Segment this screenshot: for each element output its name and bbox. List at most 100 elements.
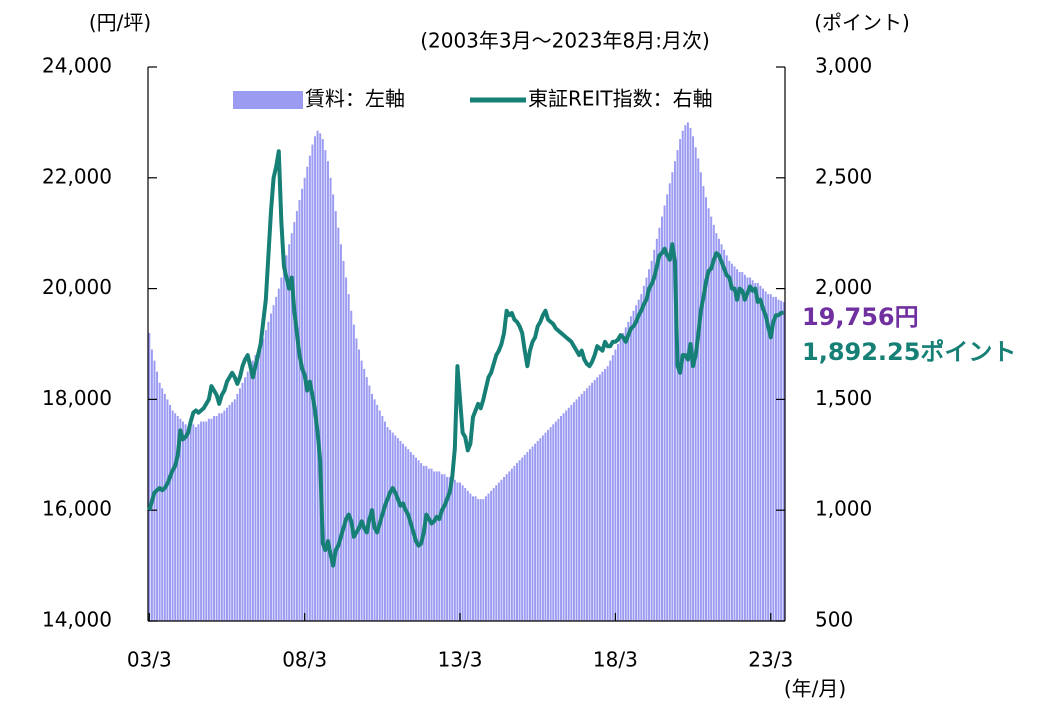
bar (604, 368, 607, 621)
bar (570, 404, 573, 621)
bar (285, 255, 288, 622)
bar (337, 227, 340, 621)
bar (345, 277, 348, 621)
bar (181, 421, 184, 621)
bar (210, 418, 213, 621)
bar (220, 413, 223, 621)
y2-tick-label: 2,000 (815, 275, 872, 299)
bar (316, 130, 319, 621)
bar (176, 416, 179, 621)
y2-axis-label: (ポイント) (814, 11, 910, 35)
chart-subtitle: (2003年3月～2023年8月:月次) (420, 29, 710, 53)
y2-tick-label: 500 (815, 608, 853, 632)
bar (280, 277, 283, 621)
bar (200, 421, 203, 621)
bar (650, 260, 653, 621)
bar (717, 238, 720, 622)
x-tick-label: 18/3 (593, 648, 638, 672)
bar (601, 371, 604, 621)
y-tick-label: 22,000 (42, 164, 112, 188)
bar (163, 393, 166, 621)
x-tick-label: 13/3 (438, 648, 483, 672)
bar (236, 393, 239, 621)
bar (293, 222, 296, 621)
bar (228, 404, 231, 621)
bar (251, 360, 254, 621)
bar (378, 410, 381, 621)
bar (557, 418, 560, 621)
bar (572, 402, 575, 621)
bar (471, 496, 474, 621)
bar (627, 321, 630, 621)
bar (394, 435, 397, 621)
bar (616, 344, 619, 621)
bar (686, 122, 689, 622)
bar (756, 283, 759, 621)
bar (169, 404, 171, 621)
bar (764, 291, 767, 621)
bar (534, 443, 537, 621)
bar (562, 413, 565, 621)
bar (461, 485, 464, 621)
bar (666, 194, 669, 622)
bar (213, 416, 216, 621)
line (147, 149, 785, 568)
bar (466, 490, 469, 621)
bar (759, 285, 762, 621)
bar (459, 482, 462, 621)
y-tick-label: 18,000 (42, 386, 112, 410)
bar (637, 299, 640, 621)
bar (277, 288, 280, 621)
bar (474, 496, 477, 621)
x-tick-label: 23/3 (748, 648, 793, 672)
annotation: 19,756円 (802, 303, 919, 331)
bar (161, 388, 164, 621)
bar (769, 294, 772, 621)
bar (244, 377, 247, 621)
bar (264, 330, 267, 621)
bar (508, 471, 511, 621)
bar (733, 266, 736, 621)
bar (749, 277, 752, 621)
bar (334, 211, 337, 622)
y2-tick-label: 1,500 (815, 386, 872, 410)
bar (290, 233, 293, 621)
bar (730, 263, 733, 621)
bar (417, 460, 420, 621)
bar (611, 355, 614, 621)
bar (671, 172, 674, 621)
y2-tick-label: 3,000 (815, 54, 872, 78)
bar (780, 300, 783, 621)
bar (774, 296, 777, 621)
bar (189, 427, 192, 621)
bar (376, 404, 379, 621)
bar (477, 499, 480, 621)
legend-swatch (233, 91, 303, 109)
bar (578, 396, 581, 621)
bar (231, 402, 234, 621)
bar (396, 438, 399, 621)
bar (539, 438, 542, 621)
bar (433, 471, 436, 621)
bar (254, 355, 257, 621)
bar (619, 338, 622, 621)
bar (588, 385, 591, 621)
bar (391, 432, 394, 621)
bar (249, 366, 252, 621)
bar (246, 371, 249, 621)
bar (606, 366, 609, 621)
x-tick-label: 08/3 (282, 648, 327, 672)
bar (531, 446, 534, 621)
bar (723, 249, 726, 621)
bar (614, 349, 617, 621)
bar (609, 360, 612, 621)
bar (528, 449, 531, 621)
bar (282, 266, 285, 621)
bar (583, 391, 586, 621)
bar (513, 465, 516, 621)
bar (658, 227, 661, 621)
bar (661, 216, 663, 621)
bar (360, 360, 363, 621)
bar (440, 474, 443, 621)
